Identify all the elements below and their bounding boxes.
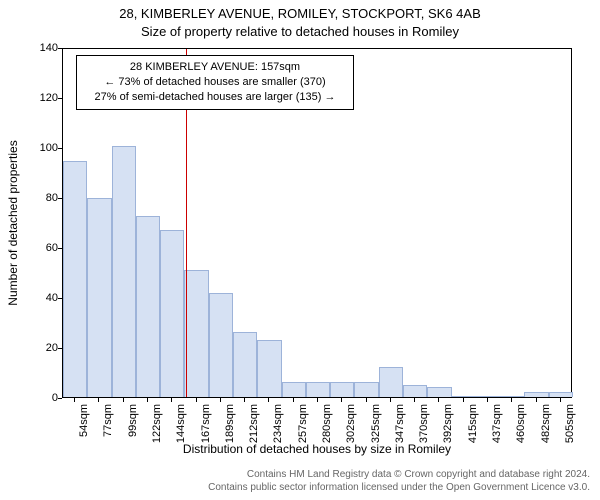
chart-container: 28, KIMBERLEY AVENUE, ROMILEY, STOCKPORT… — [0, 0, 600, 500]
x-tick-mark — [147, 398, 148, 402]
x-tick-mark — [123, 398, 124, 402]
x-tick-mark — [414, 398, 415, 402]
histogram-bar — [500, 396, 524, 397]
x-tick-label: 212sqm — [248, 404, 260, 446]
x-tick-mark — [511, 398, 512, 402]
x-tick-label: 415sqm — [467, 404, 479, 446]
x-tick-label: 482sqm — [540, 404, 552, 446]
x-tick-label: 302sqm — [345, 404, 357, 446]
histogram-bar — [209, 293, 233, 397]
annotation-line-3: 27% of semi-detached houses are larger (… — [85, 90, 345, 105]
y-tick-label: 0 — [28, 392, 58, 404]
x-tick-label: 234sqm — [272, 404, 284, 446]
x-tick-label: 460sqm — [515, 404, 527, 446]
x-tick-mark — [341, 398, 342, 402]
histogram-bar — [524, 392, 548, 397]
x-tick-label: 99sqm — [127, 404, 139, 446]
y-tick-label: 80 — [28, 192, 58, 204]
y-axis-label: Number of detached properties — [6, 48, 20, 398]
x-tick-mark — [560, 398, 561, 402]
x-tick-mark — [463, 398, 464, 402]
x-tick-label: 437sqm — [491, 404, 503, 446]
footer-line-1: Contains HM Land Registry data © Crown c… — [208, 469, 590, 482]
y-tick-mark — [58, 398, 62, 399]
x-tick-label: 167sqm — [200, 404, 212, 446]
y-tick-label: 40 — [28, 292, 58, 304]
footer-attribution: Contains HM Land Registry data © Crown c… — [208, 469, 590, 494]
annotation-box: 28 KIMBERLEY AVENUE: 157sqm ← 73% of det… — [76, 55, 354, 110]
footer-line-2: Contains public sector information licen… — [208, 482, 590, 495]
x-tick-label: 370sqm — [418, 404, 430, 446]
histogram-bar — [63, 161, 87, 397]
x-tick-label: 122sqm — [151, 404, 163, 446]
histogram-bar — [112, 146, 136, 397]
x-tick-label: 189sqm — [224, 404, 236, 446]
histogram-bar — [306, 382, 330, 397]
histogram-bar — [257, 340, 281, 397]
x-tick-label: 54sqm — [78, 404, 90, 446]
annotation-line-1: 28 KIMBERLEY AVENUE: 157sqm — [85, 60, 345, 75]
x-tick-mark — [487, 398, 488, 402]
x-tick-label: 325sqm — [370, 404, 382, 446]
x-axis-label: Distribution of detached houses by size … — [62, 442, 572, 456]
annotation-line-2: ← 73% of detached houses are smaller (37… — [85, 75, 345, 90]
x-tick-label: 347sqm — [394, 404, 406, 446]
x-tick-label: 77sqm — [102, 404, 114, 446]
chart-subtitle: Size of property relative to detached ho… — [0, 24, 600, 39]
histogram-bar — [403, 385, 427, 397]
y-tick-label: 60 — [28, 242, 58, 254]
x-tick-label: 144sqm — [175, 404, 187, 446]
x-tick-mark — [244, 398, 245, 402]
histogram-bar — [452, 396, 476, 397]
x-tick-mark — [98, 398, 99, 402]
x-tick-mark — [438, 398, 439, 402]
y-tick-label: 140 — [28, 42, 58, 54]
histogram-bar — [233, 332, 257, 397]
x-tick-mark — [220, 398, 221, 402]
x-tick-mark — [196, 398, 197, 402]
chart-title: 28, KIMBERLEY AVENUE, ROMILEY, STOCKPORT… — [0, 6, 600, 21]
histogram-bar — [549, 392, 573, 397]
x-tick-mark — [366, 398, 367, 402]
x-tick-label: 505sqm — [564, 404, 576, 446]
x-tick-mark — [171, 398, 172, 402]
histogram-bar — [136, 216, 160, 397]
plot-area: 28 KIMBERLEY AVENUE: 157sqm ← 73% of det… — [62, 48, 572, 398]
histogram-bar — [354, 382, 378, 397]
histogram-bar — [330, 382, 354, 397]
histogram-bar — [427, 387, 451, 397]
x-tick-label: 257sqm — [297, 404, 309, 446]
histogram-bar — [379, 367, 403, 397]
y-tick-label: 20 — [28, 342, 58, 354]
x-tick-mark — [293, 398, 294, 402]
histogram-bar — [184, 270, 208, 397]
histogram-bar — [160, 230, 184, 397]
y-tick-label: 100 — [28, 142, 58, 154]
y-tick-label: 120 — [28, 92, 58, 104]
x-tick-label: 392sqm — [442, 404, 454, 446]
x-tick-mark — [268, 398, 269, 402]
histogram-bar — [282, 382, 306, 397]
x-tick-mark — [390, 398, 391, 402]
x-tick-mark — [317, 398, 318, 402]
x-tick-label: 280sqm — [321, 404, 333, 446]
x-tick-mark — [74, 398, 75, 402]
histogram-bar — [87, 198, 111, 397]
x-tick-mark — [536, 398, 537, 402]
histogram-bar — [476, 396, 500, 397]
